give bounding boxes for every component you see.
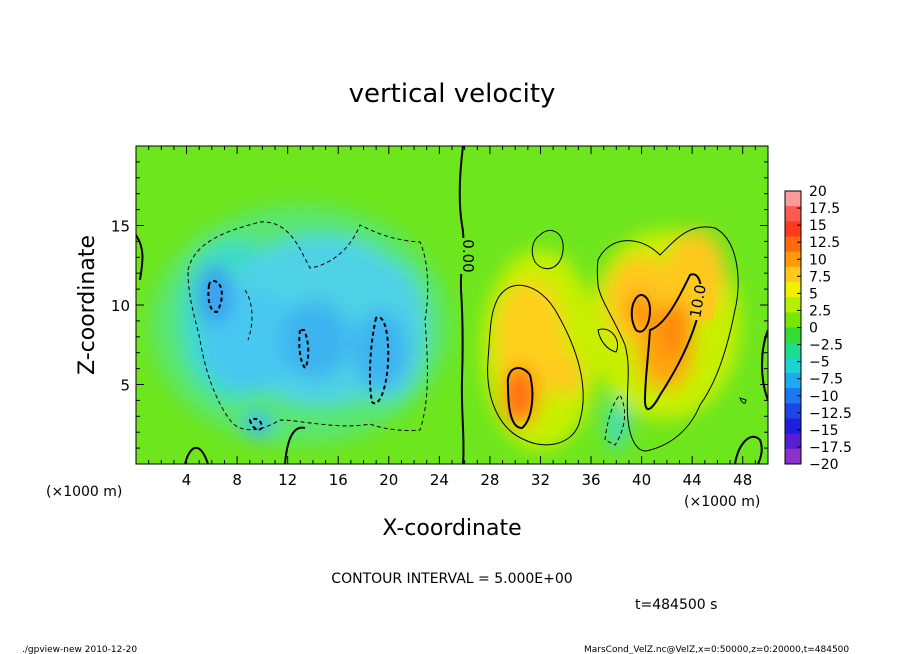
colorbar-label: −10 <box>809 389 839 405</box>
chart-title: vertical velocity <box>349 79 556 109</box>
svg-text:0.00: 0.00 <box>459 239 477 272</box>
colorbar-label: −17.5 <box>809 440 852 456</box>
x-tick-label: 16 <box>329 471 348 489</box>
y-tick-label: 10 <box>111 297 130 315</box>
x-axis-title: X-coordinate <box>382 516 521 541</box>
colorbar-label: 15 <box>809 218 827 234</box>
colorbar-label: −5 <box>809 355 830 371</box>
colorbar-label: 17.5 <box>809 201 840 217</box>
footer-right: MarsCond_VelZ.nc@VelZ,x=0:50000,z=0:2000… <box>584 645 849 654</box>
x-tick-label: 40 <box>632 471 651 489</box>
colorbar-swatch <box>785 236 801 253</box>
contour-lines <box>136 146 768 464</box>
time-stamp: t=484500 s <box>635 597 717 613</box>
contour-label-0: 0.00 <box>452 238 477 274</box>
colorbar-label: −20 <box>809 457 839 473</box>
colorbar-label: −12.5 <box>809 406 852 422</box>
colorbar-swatch <box>785 221 801 237</box>
contour-label-10: 10.0 <box>686 283 714 320</box>
colorbar-swatch <box>785 403 801 419</box>
x-tick-label: 12 <box>278 471 297 489</box>
colorbar-swatch <box>785 433 801 450</box>
y-tick-label: 15 <box>111 218 130 236</box>
colorbar-label: −2.5 <box>809 338 843 354</box>
x-tick-label: 36 <box>581 471 600 489</box>
x-tick-label: 8 <box>232 471 242 489</box>
colorbar-label: −15 <box>809 423 839 439</box>
colorbar-label: 0 <box>809 321 818 337</box>
colorbar-swatch <box>785 191 801 207</box>
colorbar-label: 5 <box>809 286 818 302</box>
x-tick-label: 48 <box>733 471 752 489</box>
colorbar-swatch <box>785 206 801 222</box>
y-axis-title: Z-coordinate <box>75 235 100 375</box>
colorbar-label: 10 <box>809 252 827 268</box>
x-axis: 4 8 12 16 20 24 28 32 36 40 44 48 <box>148 146 756 489</box>
colorbar-swatch <box>785 297 801 313</box>
plot-area: 0.00 10.0 <box>136 146 768 464</box>
colorbar-swatch <box>785 266 801 283</box>
x-unit-right: (×1000 m) <box>684 494 760 510</box>
colorbar-swatch <box>785 327 801 344</box>
colorbar-swatch <box>785 251 801 268</box>
x-tick-label: 44 <box>683 471 702 489</box>
x-tick-label: 4 <box>182 471 192 489</box>
y-tick-label: 5 <box>120 377 130 395</box>
x-unit-left: (×1000 m) <box>46 484 122 500</box>
colorbar-swatch <box>785 282 801 298</box>
x-tick-label: 28 <box>480 471 499 489</box>
x-tick-label: 20 <box>379 471 398 489</box>
footer-left: ./gpview-new 2010-12-20 <box>22 645 137 654</box>
y-axis: 5 10 15 <box>111 161 768 449</box>
colorbar-label: 7.5 <box>809 269 831 285</box>
colorbar-label: 12.5 <box>809 235 840 251</box>
colorbar-swatch <box>785 312 801 328</box>
x-tick-label: 32 <box>531 471 550 489</box>
colorbar-label: 2.5 <box>809 303 831 319</box>
updraft-core <box>509 373 529 417</box>
colorbar-swatch <box>785 418 801 435</box>
colorbar-label: −7.5 <box>809 372 843 388</box>
colorbar-swatch <box>785 388 801 404</box>
colorbar-label: 20 <box>809 184 827 200</box>
colorbar-swatch <box>785 373 801 389</box>
colorbar-swatch <box>785 357 801 374</box>
colorbar-swatch <box>785 342 801 359</box>
svg-text:10.0: 10.0 <box>686 283 710 319</box>
x-tick-label: 24 <box>430 471 449 489</box>
colorbar-swatch <box>785 448 801 465</box>
contour-interval: CONTOUR INTERVAL = 5.000E+00 <box>331 571 572 587</box>
